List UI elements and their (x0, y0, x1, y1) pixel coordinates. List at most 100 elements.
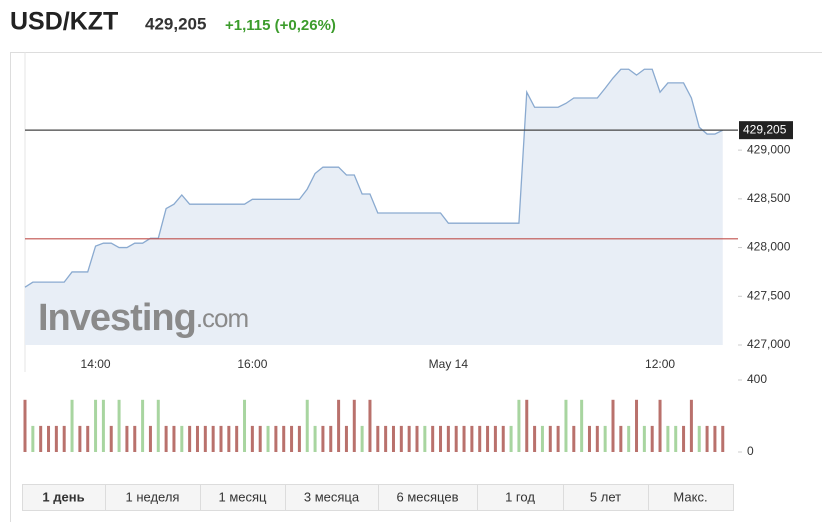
volume-bar (564, 399, 568, 452)
volume-bar (689, 399, 693, 452)
last-price-label: 429,205 (743, 122, 787, 136)
volume-bar (666, 425, 670, 452)
volume-bar (164, 425, 168, 452)
volume-bar (305, 399, 309, 452)
volume-bar (54, 425, 58, 452)
tab-label[interactable]: 1 год (505, 489, 535, 504)
volume-bar (360, 425, 364, 452)
volume-bar (133, 425, 137, 452)
volume-bar (682, 425, 686, 452)
volume-bar (274, 425, 278, 452)
volume-bar (70, 399, 74, 452)
volume-bar (258, 425, 262, 452)
volume-bar (517, 399, 521, 452)
tab[interactable] (378, 484, 478, 511)
volume-bar (423, 425, 427, 452)
volume-bar (376, 425, 380, 452)
volume-bar (321, 425, 325, 452)
y-tick-label: 427,000 (747, 337, 791, 351)
volume-bar (635, 399, 639, 452)
volume-bar (493, 425, 497, 452)
volume-bar (454, 425, 458, 452)
area-fill (25, 69, 723, 345)
watermark-part: .com (196, 303, 248, 333)
volume-bar (580, 399, 584, 452)
volume-bar (109, 425, 113, 452)
volume-bar (415, 425, 419, 452)
volume-bar (211, 425, 215, 452)
pair-title: USD/KZT (10, 8, 118, 36)
y-tick-label: 429,000 (747, 142, 791, 156)
volume-bar (62, 425, 66, 452)
volume-bar (101, 399, 105, 452)
volume-bar (344, 425, 348, 452)
volume-bar (697, 425, 701, 452)
volume-bar (674, 425, 678, 452)
tab-label[interactable]: 1 месяц (219, 489, 268, 504)
volume-bar (250, 425, 254, 452)
volume-bar (399, 425, 403, 452)
tab-label[interactable]: 1 день (42, 489, 84, 504)
volume-bar (540, 425, 544, 452)
tab-label[interactable]: 5 лет (590, 489, 621, 504)
volume-bar (94, 399, 98, 452)
volume-bar (501, 425, 505, 452)
volume-bar (642, 425, 646, 452)
volume-bar (86, 425, 90, 452)
tab-label[interactable]: 6 месяцев (397, 489, 459, 504)
volume-bar (407, 425, 411, 452)
volume-bar (243, 399, 247, 452)
tab[interactable] (563, 484, 649, 511)
volume-bar (705, 425, 709, 452)
volume-bar (180, 425, 184, 452)
tab-label[interactable]: 1 неделя (126, 489, 180, 504)
tab[interactable] (648, 484, 734, 511)
volume-bar (172, 425, 176, 452)
volume-bar (352, 399, 356, 452)
volume-bar (141, 399, 145, 452)
volume-bar (619, 425, 623, 452)
tab[interactable] (105, 484, 201, 511)
volume-bar (533, 425, 537, 452)
y-tick-label: 400 (747, 372, 767, 386)
volume-bar (595, 425, 599, 452)
price-line (24, 68, 724, 288)
y-tick-label: 428,000 (747, 240, 791, 254)
volume-bar (587, 425, 591, 452)
volume-bar (290, 425, 294, 452)
volume-bar (78, 425, 82, 452)
tab[interactable] (285, 484, 379, 511)
volume-bar (47, 425, 51, 452)
volume-bar (627, 425, 631, 452)
volume-bar (603, 425, 607, 452)
volume-bar (368, 399, 372, 452)
volume-bar (431, 425, 435, 452)
watermark-part: Investing (38, 297, 196, 339)
volume-bar (650, 425, 654, 452)
volume-bar (31, 425, 35, 452)
tab-label[interactable]: 3 месяца (304, 489, 360, 504)
volume-bar (525, 399, 529, 452)
volume-bar (188, 425, 192, 452)
tab[interactable] (200, 484, 286, 511)
volume-bar (478, 425, 482, 452)
volume-bar (39, 425, 43, 452)
volume-bar (329, 425, 333, 452)
volume-bar (227, 425, 231, 452)
volume-bar (721, 425, 725, 452)
tab[interactable] (22, 484, 106, 511)
volume-bar (125, 425, 129, 452)
volume-bar (572, 425, 576, 452)
tab[interactable] (477, 484, 564, 511)
volume-bar (470, 425, 474, 452)
volume-bar (548, 425, 552, 452)
tab-label[interactable]: Макс. (673, 489, 707, 504)
volume-bar (509, 425, 513, 452)
price: 429,205 (145, 14, 206, 33)
y-tick-label: 427,500 (747, 288, 791, 302)
volume-bar (148, 425, 152, 452)
volume-bar (266, 425, 270, 452)
volume-bar (658, 399, 662, 452)
volume-bar (713, 425, 717, 452)
